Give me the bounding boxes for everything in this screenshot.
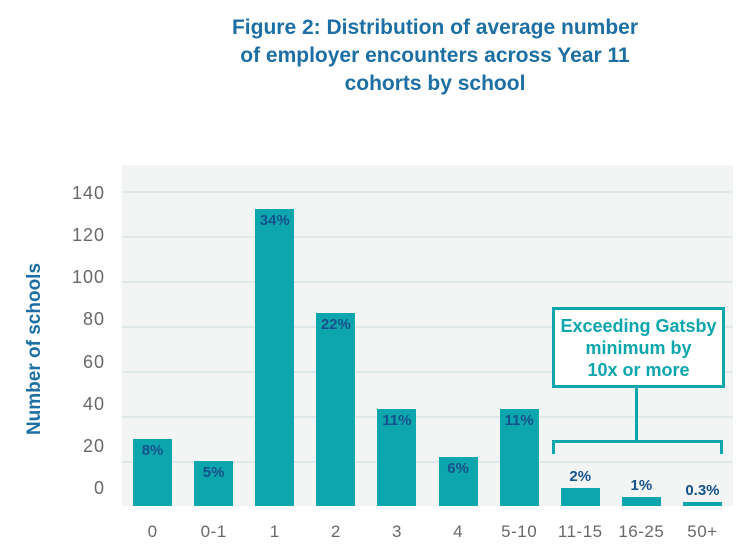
- bar-value-label-50+: 0.3%: [685, 481, 720, 499]
- annotation-bracket-right-tick: [720, 440, 723, 454]
- x-tick-label-3: 3: [391, 522, 402, 541]
- x-tick-label-16-25: 16-25: [618, 522, 665, 541]
- bar-5-10: [499, 409, 539, 506]
- bar-16-25: [621, 497, 661, 506]
- gridline-100: [122, 281, 733, 283]
- x-tick-label-0: 0: [147, 522, 158, 541]
- bar-0-1: [194, 461, 234, 506]
- y-tick-label-80: 80: [82, 309, 105, 330]
- gridline-20: [122, 461, 733, 463]
- bar-value-label-11-15: 2%: [569, 468, 592, 485]
- bar-value-label-0: 8%: [141, 441, 164, 459]
- bar-value-label-16-25: 1%: [630, 477, 653, 494]
- bar-4: [438, 456, 478, 506]
- annotation-connector-line: [635, 388, 638, 440]
- x-tick-label-4: 4: [453, 522, 464, 541]
- annotation-line-3: 10x or more: [587, 360, 690, 380]
- figure-title-line-3: cohorts by school: [344, 72, 526, 95]
- annotation-bracket: [552, 440, 723, 443]
- x-tick-label-5-10: 5-10: [501, 522, 538, 541]
- bar-0: [133, 438, 173, 506]
- gridline-120: [122, 236, 733, 238]
- bar-value-label-0-1: 5%: [202, 464, 225, 481]
- annotation-line-2: minimum by: [585, 338, 692, 358]
- y-tick-label-140: 140: [71, 183, 105, 204]
- bar-3: [377, 409, 417, 506]
- bar-value-label-1: 34%: [259, 212, 290, 229]
- annotation-box: Exceeding Gatsby minimum by 10x or more: [552, 307, 725, 388]
- gridline-140: [122, 191, 733, 193]
- figure-title: Figure 2: Distribution of average number…: [155, 14, 715, 98]
- x-tick-label-11-15: 11-15: [557, 522, 603, 541]
- annotation-bracket-left-tick: [552, 440, 555, 454]
- x-tick-label-2: 2: [330, 522, 341, 541]
- gridline-40: [122, 416, 733, 418]
- y-tick-label-60: 60: [82, 351, 105, 372]
- x-tick-label-0-1: 0-1: [200, 522, 227, 541]
- annotation-line-1: Exceeding Gatsby: [560, 316, 717, 336]
- bar-1: [255, 209, 295, 506]
- y-tick-label-40: 40: [82, 393, 105, 414]
- y-tick-label-20: 20: [82, 435, 105, 456]
- figure-title-line-2: of employer encounters across Year 11: [240, 44, 630, 67]
- bar-value-label-4: 6%: [447, 459, 469, 477]
- bar-value-label-5-10: 11%: [504, 412, 534, 430]
- y-tick-label-0: 0: [93, 478, 105, 498]
- y-tick-label-120: 120: [71, 225, 105, 246]
- y-axis-title: Number of schools: [24, 262, 45, 436]
- bar-value-label-2: 22%: [320, 315, 351, 333]
- gridline-80: [122, 326, 733, 328]
- bar-2: [316, 312, 356, 506]
- bar-11-15: [560, 488, 600, 506]
- figure-title-line-1: Figure 2: Distribution of average number: [231, 16, 639, 39]
- x-tick-label-1: 1: [269, 522, 280, 541]
- bar-50+: [682, 501, 722, 506]
- bar-value-label-3: 11%: [382, 412, 412, 430]
- y-tick-label-100: 100: [71, 267, 105, 288]
- x-tick-label-50+: 50+: [687, 522, 718, 541]
- gridline-60: [122, 371, 733, 373]
